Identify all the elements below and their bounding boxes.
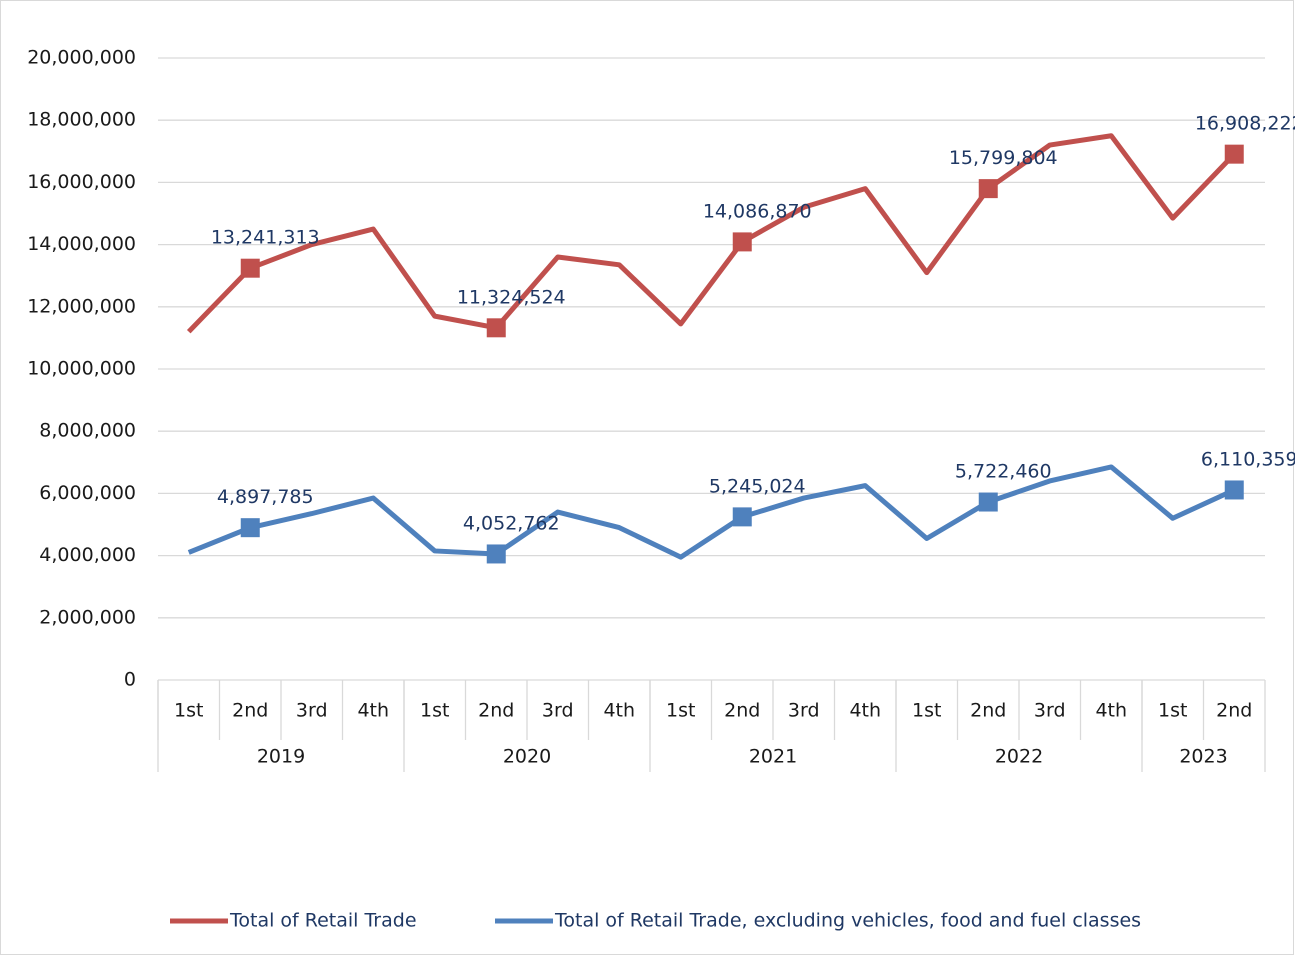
group-label: 2021 [749, 746, 797, 768]
x-tick-label: 2nd [724, 700, 760, 722]
x-tick-label: 2nd [478, 700, 514, 722]
legend-label: Total of Retail Trade [229, 910, 417, 932]
data-label: 13,241,313 [211, 227, 320, 249]
y-tick-label: 6,000,000 [39, 482, 136, 504]
x-tick-label: 4th [357, 700, 389, 722]
x-tick-label: 3rd [296, 700, 328, 722]
y-tick-label: 10,000,000 [27, 358, 136, 380]
data-label: 15,799,804 [949, 147, 1058, 169]
data-label: 5,245,024 [709, 475, 806, 497]
y-tick-label: 8,000,000 [39, 420, 136, 442]
marker [240, 518, 260, 538]
legend-label: Total of Retail Trade, excluding vehicle… [554, 910, 1141, 932]
marker [732, 507, 752, 527]
data-label: 4,897,785 [217, 486, 314, 508]
y-tick-label: 14,000,000 [27, 233, 136, 255]
data-label: 11,324,524 [457, 286, 566, 308]
marker [486, 544, 506, 564]
x-tick-label: 2nd [1216, 700, 1252, 722]
group-label: 2023 [1179, 746, 1227, 768]
series-line [186, 133, 1237, 334]
x-tick-label: 4th [1095, 700, 1127, 722]
marker [978, 492, 998, 512]
series-line [187, 464, 1236, 560]
x-tick-label: 4th [603, 700, 635, 722]
x-tick-label: 1st [666, 700, 695, 722]
x-tick-label: 3rd [1034, 700, 1066, 722]
y-tick-label: 12,000,000 [27, 295, 136, 317]
data-label: 5,722,460 [955, 461, 1052, 483]
marker [732, 232, 752, 252]
x-tick-label: 3rd [542, 700, 574, 722]
group-label: 2022 [995, 746, 1043, 768]
marker [240, 258, 260, 278]
data-label: 14,086,870 [703, 200, 812, 222]
data-label: 4,052,762 [463, 512, 560, 534]
x-tick-label: 4th [849, 700, 881, 722]
y-tick-label: 18,000,000 [27, 109, 136, 131]
x-tick-label: 1st [1158, 700, 1187, 722]
x-tick-label: 1st [420, 700, 449, 722]
x-tick-label: 2nd [970, 700, 1006, 722]
marker [978, 179, 998, 199]
x-tick-label: 2nd [232, 700, 268, 722]
data-label: 16,908,222 [1195, 113, 1295, 135]
y-tick-label: 20,000,000 [27, 47, 136, 69]
y-tick-label: 4,000,000 [39, 544, 136, 566]
group-label: 2020 [503, 746, 551, 768]
x-tick-label: 1st [912, 700, 941, 722]
group-label: 2019 [257, 746, 305, 768]
y-tick-label: 16,000,000 [27, 171, 136, 193]
y-tick-label: 0 [124, 669, 136, 691]
marker [1224, 480, 1244, 500]
data-label: 6,110,359 [1201, 448, 1295, 470]
y-tick-label: 2,000,000 [39, 606, 136, 628]
marker [486, 318, 506, 338]
x-tick-label: 1st [174, 700, 203, 722]
x-tick-label: 3rd [788, 700, 820, 722]
marker [1224, 144, 1244, 164]
